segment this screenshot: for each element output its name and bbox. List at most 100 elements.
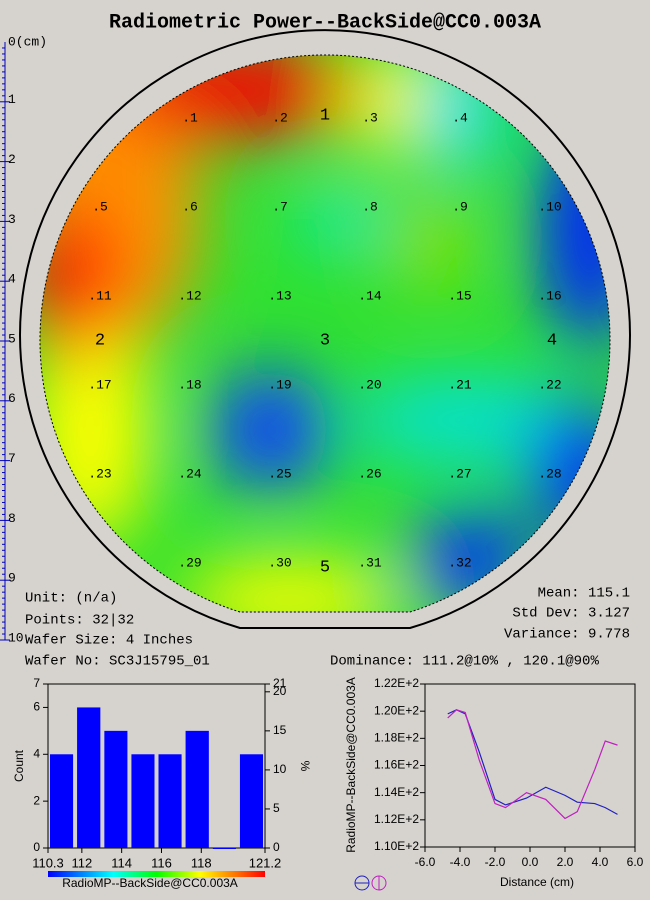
y-tick-label: 2 (33, 793, 40, 807)
profile-xlabel: Distance (cm) (500, 875, 574, 889)
y-tick-label: 1.16E+2 (374, 758, 419, 772)
x-tick-label: 121.2 (249, 855, 282, 870)
bar (77, 707, 101, 848)
zone-label: 2 (95, 331, 105, 350)
site-label: .32 (448, 555, 471, 570)
ruler-label: 10 (8, 630, 24, 645)
ruler-label: 7 (8, 451, 16, 466)
site-label: .3 (362, 110, 378, 125)
histogram-xlabel: RadioMP--BackSide@CC0.003A (62, 876, 238, 890)
bar (158, 754, 182, 848)
bar (185, 730, 209, 848)
site-label: .12 (178, 288, 201, 303)
std-dev: Std Dev: 3.127 (512, 606, 630, 622)
variance: Variance: 9.778 (504, 627, 630, 643)
histogram-y2label: % (298, 761, 312, 772)
ruler-label: 8 (8, 511, 16, 526)
wafer-outline (19, 29, 631, 629)
profile-line (447, 709, 618, 820)
zone-label: 5 (320, 558, 330, 577)
site-label: .26 (358, 466, 381, 481)
y2-tick-label: 10 (273, 762, 287, 776)
ruler-label: 9 (8, 571, 16, 586)
zone-label: 1 (320, 106, 330, 125)
x-tick-label: 112 (71, 855, 92, 870)
y-tick-label: 0 (33, 840, 40, 854)
site-label: .29 (178, 555, 201, 570)
x-tick-label: 114 (111, 855, 132, 870)
y-tick-label: 7 (33, 676, 40, 690)
y2-tick-label: 5 (273, 801, 280, 815)
site-label: .5 (92, 199, 108, 214)
wafer-size: Wafer Size: 4 Inches (25, 633, 193, 649)
y-tick-label: 6 (33, 700, 40, 714)
site-label: .7 (272, 199, 288, 214)
site-label: .24 (178, 466, 202, 481)
zone-label: 3 (320, 331, 330, 350)
site-label: .20 (358, 377, 381, 392)
x-tick-label: 0.0 (522, 855, 539, 869)
bar (50, 754, 74, 848)
ruler-label: 6 (8, 391, 16, 406)
site-label: .19 (268, 377, 291, 392)
y2-tick-label: 21 (273, 676, 287, 690)
x-tick-label: 118 (191, 855, 212, 870)
y2-tick-label: 20 (273, 684, 287, 698)
y2-tick-label: 0 (273, 840, 280, 854)
x-tick-label: 2.0 (557, 855, 574, 869)
site-label: .14 (358, 288, 382, 303)
bar (212, 848, 236, 849)
y2-tick-label: 15 (273, 723, 287, 737)
site-label: .11 (88, 288, 112, 303)
site-label: .15 (448, 288, 471, 303)
x-tick-label: 116 (151, 855, 172, 870)
site-label: .25 (268, 466, 291, 481)
site-label: .22 (538, 377, 561, 392)
site-label: .2 (272, 110, 288, 125)
profile-line (447, 709, 618, 815)
x-tick-label: 110.3 (32, 855, 64, 870)
ruler-label: 4 (8, 272, 16, 287)
unit: Unit: (n/a) (25, 591, 117, 607)
y-tick-label: 1.12E+2 (374, 812, 419, 826)
y-tick-label: 4 (33, 746, 40, 760)
ruler-label: 1 (8, 92, 16, 107)
site-label: .9 (452, 199, 468, 214)
x-tick-label: 6.0 (627, 855, 644, 869)
site-label: .1 (182, 110, 198, 125)
ruler-origin: 0(cm) (8, 34, 47, 49)
site-label: .30 (268, 555, 291, 570)
bar (104, 730, 128, 848)
site-label: .28 (538, 466, 561, 481)
site-label: .21 (448, 377, 472, 392)
ruler-label: 5 (8, 331, 16, 346)
histogram-frame (47, 683, 266, 849)
x-tick-label: -4.0 (450, 855, 471, 869)
bar (239, 754, 263, 848)
points: Points: 32|32 (25, 613, 134, 629)
y-tick-label: 1.22E+2 (374, 676, 419, 690)
ruler-label: 3 (8, 212, 16, 227)
profile-frame (424, 683, 636, 848)
x-tick-label: -6.0 (415, 855, 436, 869)
site-label: .27 (448, 466, 471, 481)
site-label: .8 (362, 199, 378, 214)
site-label: .13 (268, 288, 291, 303)
site-label: .10 (538, 199, 561, 214)
site-label: .17 (88, 377, 111, 392)
site-label: .23 (88, 466, 111, 481)
mean: Mean: 115.1 (538, 586, 630, 602)
histogram-ylabel: Count (12, 749, 26, 782)
profile-ylabel: RadioMP--BackSide@CC0.003A (344, 677, 358, 853)
x-tick-label: 4.0 (592, 855, 609, 869)
y-tick-label: 1.20E+2 (374, 703, 419, 717)
zone-label: 4 (547, 331, 557, 350)
site-label: .6 (182, 199, 198, 214)
x-tick-label: -2.0 (485, 855, 506, 869)
wafer-no: Wafer No: SC3J15795_01 (25, 654, 210, 670)
ruler-label: 2 (8, 152, 16, 167)
wafer-edge (39, 54, 611, 613)
colorbar (48, 871, 265, 877)
y-tick-label: 1.18E+2 (374, 731, 419, 745)
